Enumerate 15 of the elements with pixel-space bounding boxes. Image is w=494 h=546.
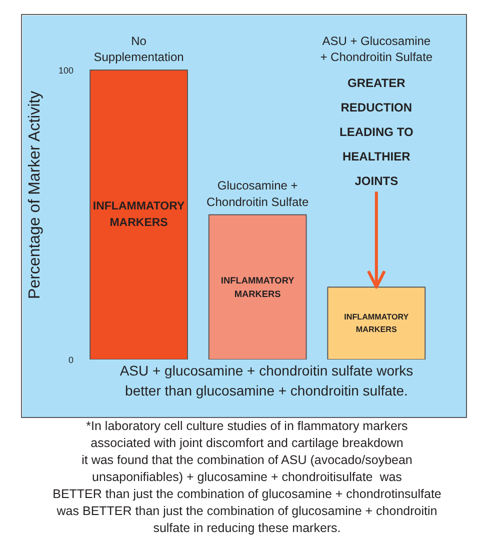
annotation: INFLAMMATORY MARKERS <box>344 312 410 334</box>
bar <box>208 214 307 360</box>
annotation: INFLAMMATORY MARKERS <box>220 275 294 299</box>
text: ASU + glucosamine + chondroitin sulfate works better than glucosamine + chondroitin sulfate. <box>120 362 414 398</box>
x-tick-label: No Supplementation <box>94 34 184 64</box>
annotation: INFLAMMATORY MARKERS <box>92 200 185 229</box>
x-tick-label: ASU + Glucosamine + Chondroitin Sulfate <box>320 34 433 64</box>
y-axis-title: Percentage of Marker Activity <box>26 90 44 299</box>
y-tick-label: 0 <box>68 355 74 365</box>
bar <box>327 286 426 360</box>
y-tick-label: 100 <box>58 66 74 76</box>
text: *In laboratory cell culture studies of in flammatory markers associated with joint discomfort and cartilage breakdown it was found that the combination of ASU (avocado/soybean unsaponifiables) + glucosamine + chondroitisulfate was BETTER than just the combination of glucosamine + chondrotinsulfate was BETTER than just the combination of glucosamine + chondroitin sulfate in reducing these markers. <box>52 418 442 537</box>
annotation: GREATER REDUCTION LEADING TO HEALTHIER JOINTS <box>340 76 414 188</box>
bar <box>90 70 188 360</box>
x-tick-label: Glucosamine + Chondroitin Sulfate <box>206 178 309 209</box>
